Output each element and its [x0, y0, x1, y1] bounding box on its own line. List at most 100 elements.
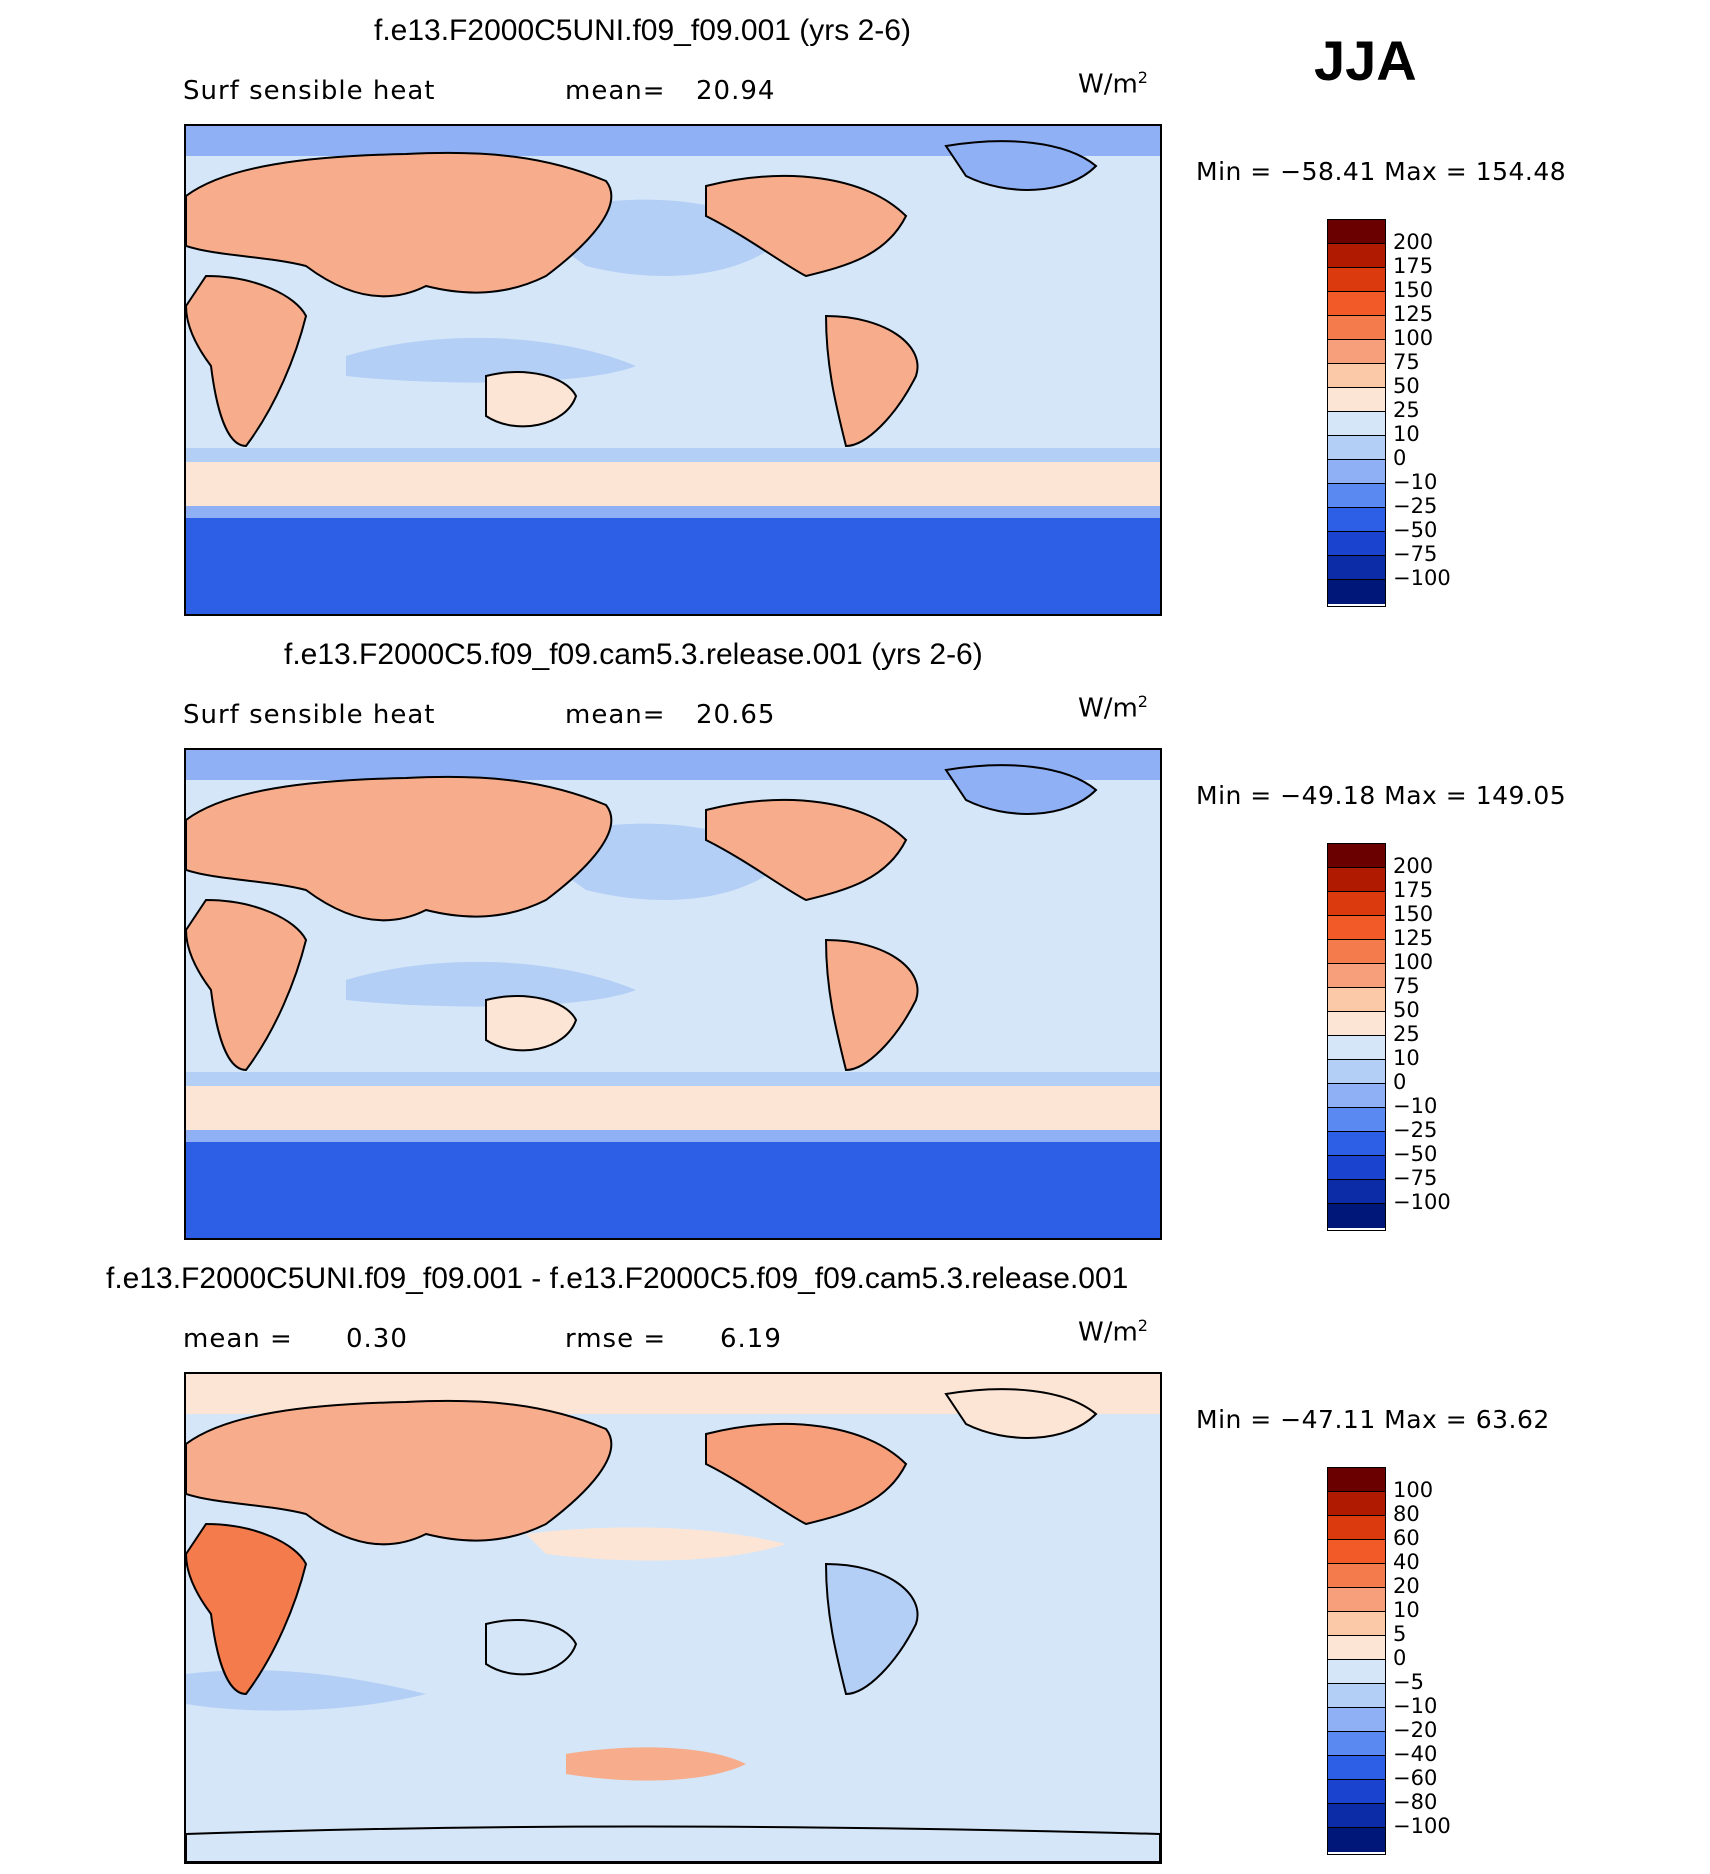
- colorbar-swatch: [1328, 484, 1385, 508]
- colorbar-tick-label: −40: [1393, 1742, 1438, 1766]
- antarctica-ice: [186, 518, 1160, 614]
- panel3-title: f.e13.F2000C5UNI.f09_f09.001 - f.e13.F20…: [106, 1262, 1129, 1295]
- colorbar-tick-label: −60: [1393, 1766, 1438, 1790]
- colorbar-tick-label: 0: [1393, 1070, 1407, 1094]
- indian-ocean-cool-patch: [346, 337, 636, 383]
- colorbar-swatch: [1328, 1780, 1385, 1804]
- colorbar-swatch: [1328, 1156, 1385, 1180]
- colorbar-tick-label: 50: [1393, 374, 1420, 398]
- panel2-title: f.e13.F2000C5.f09_f09.cam5.3.release.001…: [284, 638, 983, 671]
- panel3-mean-value: 0.30: [346, 1324, 408, 1354]
- colorbar-swatch: [1328, 844, 1385, 868]
- panel3-map-plot: [186, 1374, 1160, 1862]
- colorbar-swatch: [1328, 1084, 1385, 1108]
- panel1-mean-value: 20.94: [696, 76, 776, 106]
- pacific-warm-patch: [526, 1527, 786, 1561]
- panel3-colorbar-labels: 100 80 60 40 20 10 5 0 −5 −10 −20 −40 −6…: [1393, 1478, 1451, 1838]
- colorbar-tick-label: 20: [1393, 1574, 1420, 1598]
- colorbar-swatch: [1328, 1060, 1385, 1084]
- colorbar-swatch: [1328, 556, 1385, 580]
- colorbar-tick-label: −100: [1393, 566, 1451, 590]
- colorbar-swatch: [1328, 388, 1385, 412]
- colorbar-swatch: [1328, 1540, 1385, 1564]
- colorbar-tick-label: 75: [1393, 350, 1420, 374]
- greenland-landmass: [944, 140, 1098, 191]
- colorbar-tick-label: 125: [1393, 926, 1434, 950]
- panel2-colorbar: [1327, 843, 1386, 1231]
- colorbar-swatch: [1328, 580, 1385, 604]
- colorbar-tick-label: 0: [1393, 1646, 1407, 1670]
- colorbar-swatch: [1328, 1132, 1385, 1156]
- north-america-landmass: [705, 799, 908, 902]
- colorbar-tick-label: 150: [1393, 278, 1434, 302]
- colorbar-swatch: [1328, 1732, 1385, 1756]
- antarctica-landmass: [186, 1825, 1160, 1862]
- africa-landmass: [186, 274, 308, 448]
- panel3-colorbar: [1327, 1467, 1386, 1855]
- colorbar-swatch: [1328, 988, 1385, 1012]
- colorbar-tick-label: 200: [1393, 230, 1434, 254]
- antarctic-edge: [186, 506, 1160, 518]
- colorbar-swatch: [1328, 1660, 1385, 1684]
- north-america-landmass: [705, 1423, 908, 1526]
- colorbar-tick-label: −25: [1393, 1118, 1438, 1142]
- colorbar-tick-label: 200: [1393, 854, 1434, 878]
- colorbar-tick-label: −75: [1393, 1166, 1438, 1190]
- colorbar-swatch: [1328, 1516, 1385, 1540]
- colorbar-tick-label: −50: [1393, 518, 1438, 542]
- colorbar-swatch: [1328, 1492, 1385, 1516]
- colorbar-tick-label: 100: [1393, 326, 1434, 350]
- colorbar-swatch: [1328, 340, 1385, 364]
- colorbar-tick-label: 10: [1393, 422, 1420, 446]
- colorbar-tick-label: 175: [1393, 878, 1434, 902]
- colorbar-swatch: [1328, 1204, 1385, 1228]
- colorbar-tick-label: 75: [1393, 974, 1420, 998]
- south-america-landmass: [824, 938, 919, 1072]
- southern-ocean-warm-patch: [566, 1747, 746, 1781]
- antarctic-edge: [186, 1130, 1160, 1142]
- colorbar-tick-label: 100: [1393, 950, 1434, 974]
- colorbar-swatch: [1328, 1756, 1385, 1780]
- panel2-mean-value: 20.65: [696, 700, 776, 730]
- colorbar-swatch: [1328, 532, 1385, 556]
- colorbar-tick-label: 150: [1393, 902, 1434, 926]
- panel1-minmax: Min = −58.41 Max = 154.48: [1196, 157, 1567, 186]
- colorbar-swatch: [1328, 244, 1385, 268]
- southern-ocean-cool-band: [186, 448, 1160, 462]
- panel2-minmax: Min = −49.18 Max = 149.05: [1196, 781, 1567, 810]
- colorbar-tick-label: 5: [1393, 1622, 1407, 1646]
- panel2-colorbar-labels: 200 175 150 125 100 75 50 25 10 0 −10 −2…: [1393, 854, 1451, 1214]
- colorbar-swatch: [1328, 1180, 1385, 1204]
- colorbar-swatch: [1328, 964, 1385, 988]
- colorbar-swatch: [1328, 1012, 1385, 1036]
- panel3-rmse-label: rmse =: [565, 1324, 667, 1354]
- colorbar-swatch: [1328, 292, 1385, 316]
- colorbar-swatch: [1328, 1804, 1385, 1828]
- colorbar-swatch: [1328, 1684, 1385, 1708]
- colorbar-tick-label: −20: [1393, 1718, 1438, 1742]
- colorbar-swatch: [1328, 1636, 1385, 1660]
- greenland-landmass: [944, 1388, 1098, 1439]
- panel2-map: [184, 748, 1162, 1240]
- colorbar-swatch: [1328, 1828, 1385, 1852]
- colorbar-tick-label: −50: [1393, 1142, 1438, 1166]
- colorbar-swatch: [1328, 436, 1385, 460]
- colorbar-tick-label: 25: [1393, 398, 1420, 422]
- colorbar-swatch: [1328, 1564, 1385, 1588]
- colorbar-tick-label: −100: [1393, 1190, 1451, 1214]
- colorbar-swatch: [1328, 364, 1385, 388]
- panel3-mean-label: mean =: [183, 1324, 293, 1354]
- season-label: JJA: [1314, 29, 1417, 92]
- panel1-variable-label: Surf sensible heat: [183, 76, 436, 106]
- colorbar-swatch: [1328, 1108, 1385, 1132]
- eurasia-landmass: [186, 775, 613, 922]
- colorbar-swatch: [1328, 1708, 1385, 1732]
- southern-ocean-warm-band: [186, 462, 1160, 506]
- south-america-landmass: [824, 314, 919, 448]
- colorbar-tick-label: −80: [1393, 1790, 1438, 1814]
- colorbar-swatch: [1328, 916, 1385, 940]
- australia-landmass: [485, 371, 578, 428]
- africa-landmass: [186, 1522, 308, 1696]
- panel1-title: f.e13.F2000C5UNI.f09_f09.001 (yrs 2-6): [374, 14, 911, 47]
- eurasia-landmass: [186, 1399, 613, 1546]
